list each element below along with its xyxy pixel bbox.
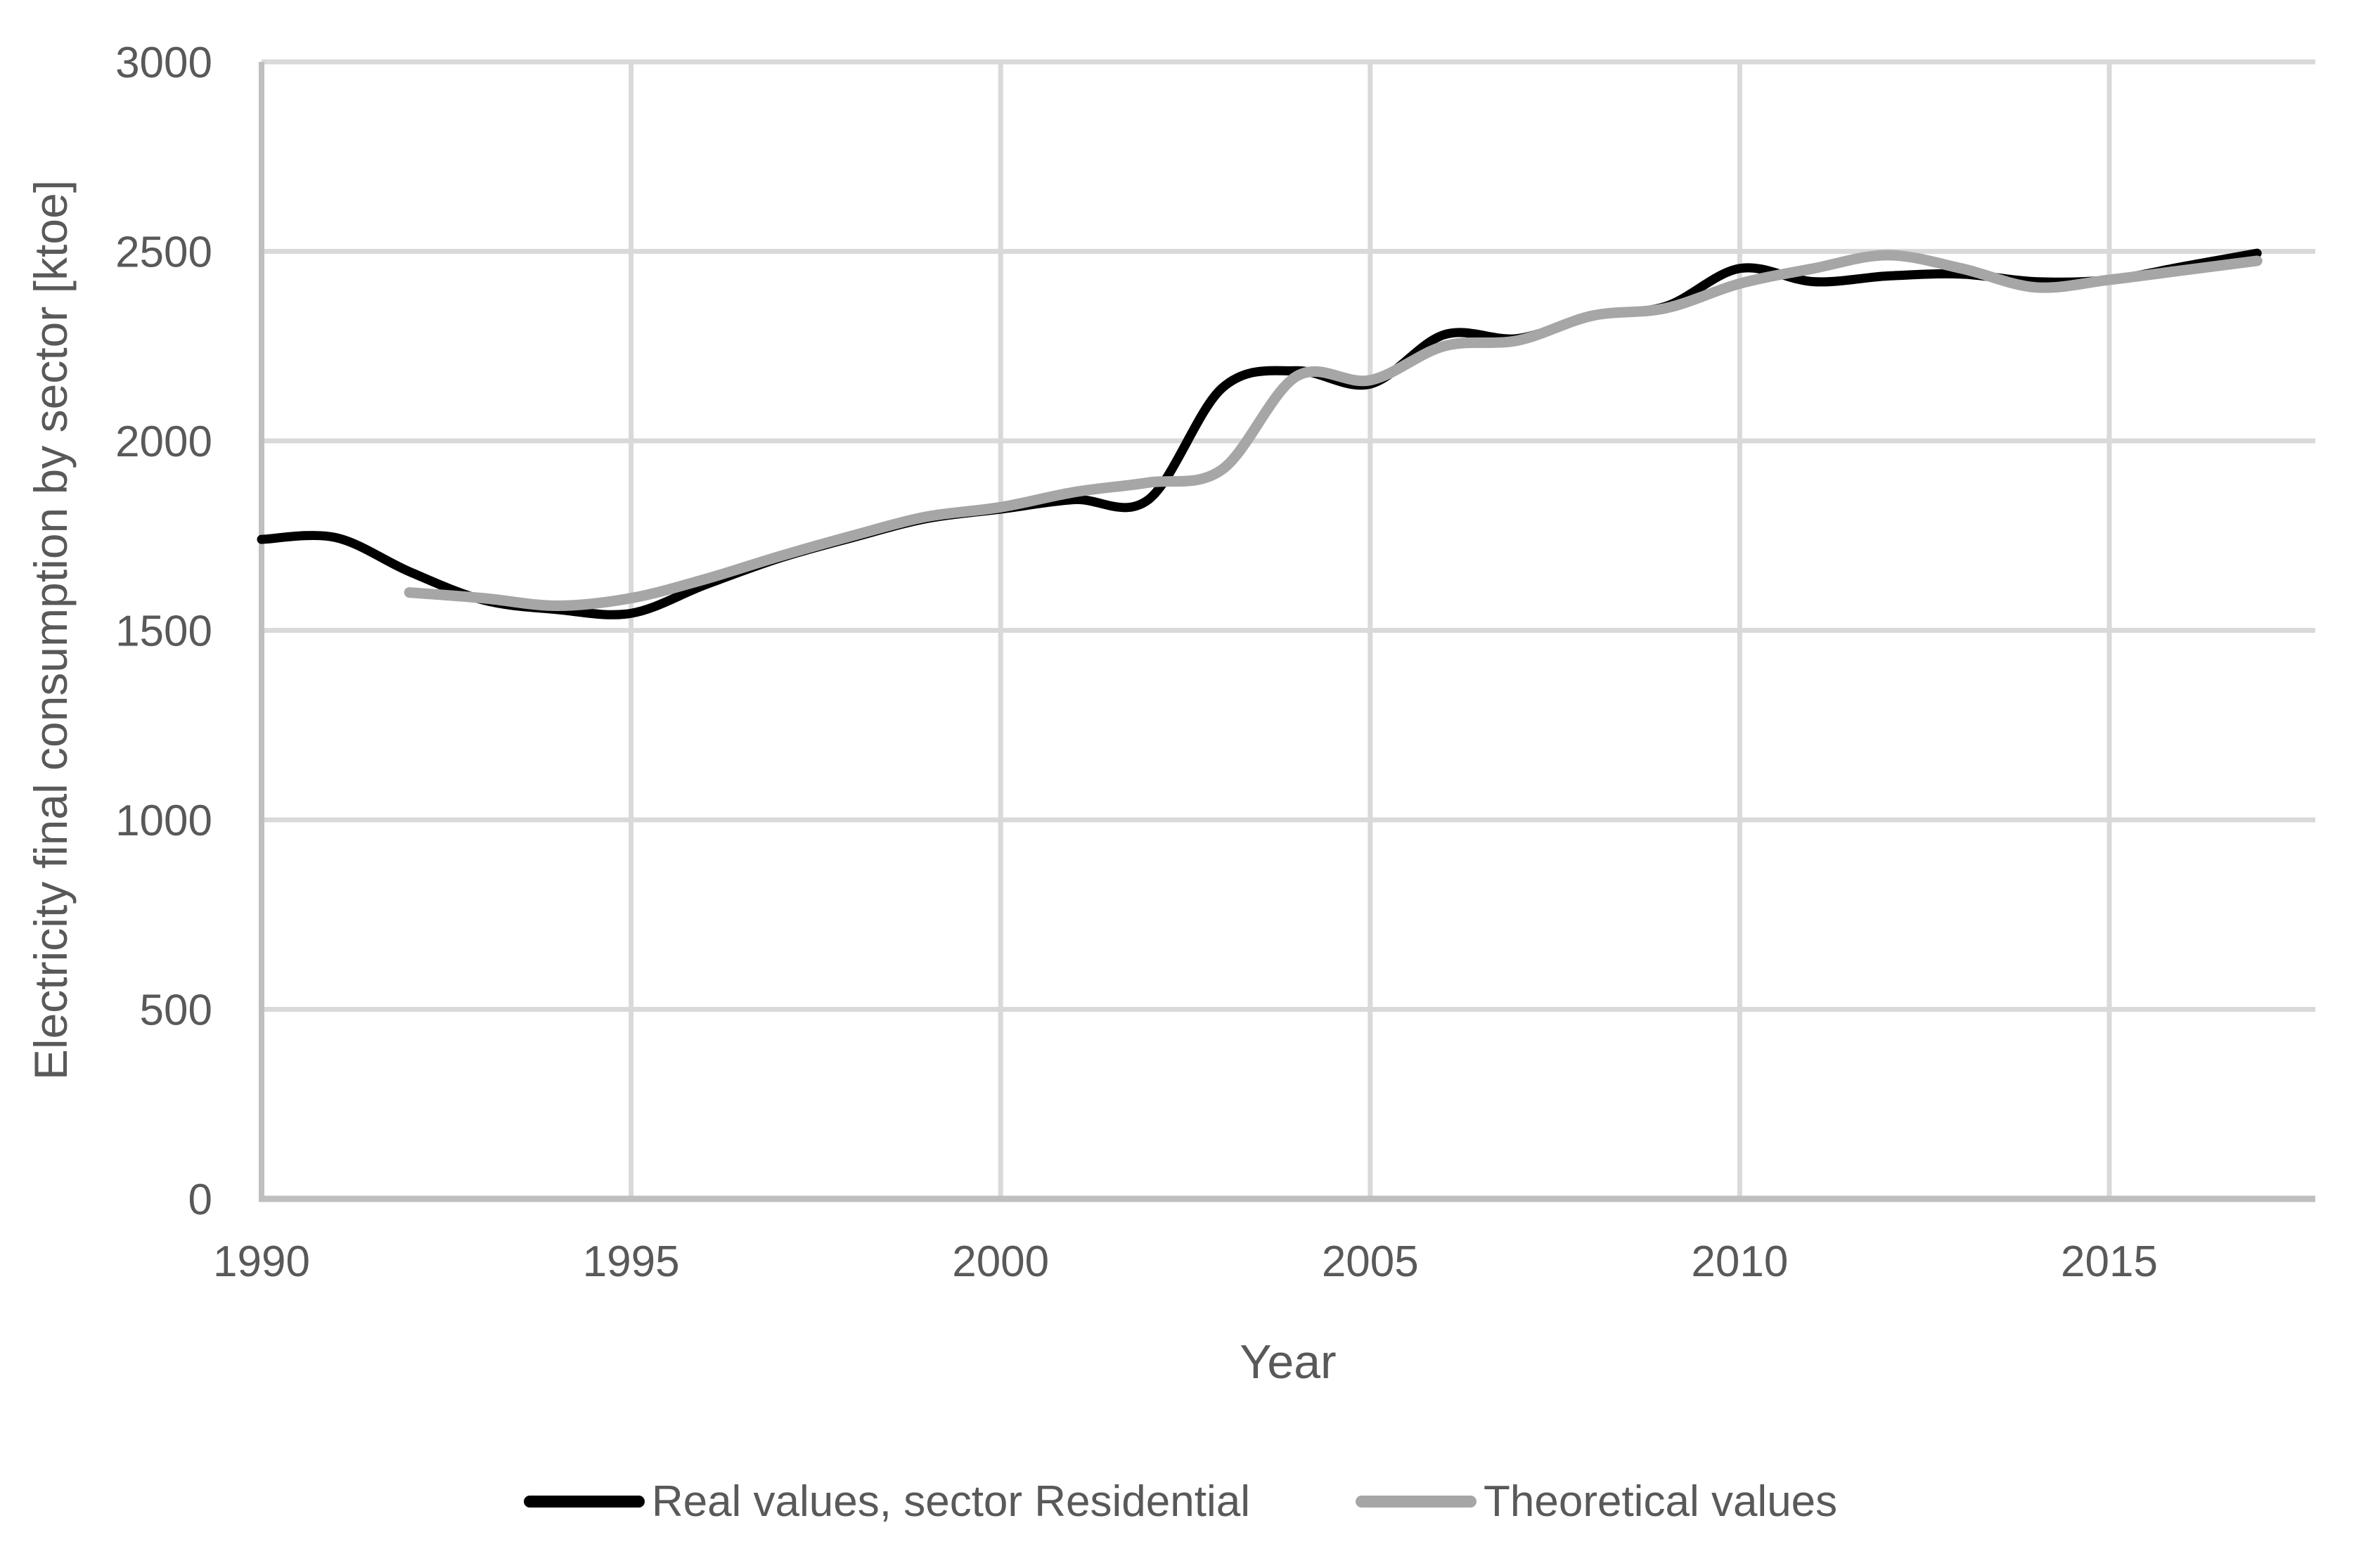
y-axis-title: Electricity final consumption by sector … bbox=[25, 179, 77, 1081]
x-tick-label: 2015 bbox=[2061, 1238, 2158, 1286]
x-tick-label: 1995 bbox=[583, 1238, 680, 1286]
y-tick-label: 500 bbox=[140, 987, 212, 1035]
legend: Real values, sector Residential Theoreti… bbox=[0, 1477, 2361, 1527]
legend-swatch-theoretical-values-icon bbox=[1356, 1496, 1477, 1508]
x-tick-label: 1990 bbox=[213, 1238, 310, 1286]
legend-item-real-values: Real values, sector Residential bbox=[523, 1477, 1251, 1527]
legend-label-real-values: Real values, sector Residential bbox=[651, 1477, 1251, 1526]
y-tick-label: 3000 bbox=[115, 39, 212, 87]
y-tick-label: 2500 bbox=[115, 229, 212, 277]
y-tick-label: 2000 bbox=[115, 418, 212, 466]
x-tick-label: 2010 bbox=[1691, 1238, 1788, 1286]
x-axis-title: Year bbox=[1240, 1335, 1337, 1389]
x-tick-label: 2000 bbox=[952, 1238, 1049, 1286]
series-line-real-values bbox=[257, 248, 2262, 619]
y-tick-label: 0 bbox=[188, 1176, 212, 1224]
y-tick-label: 1500 bbox=[115, 608, 212, 656]
series-line-theoretical-values bbox=[404, 250, 2263, 611]
legend-label-theoretical-values: Theoretical values bbox=[1484, 1477, 1838, 1526]
legend-swatch-real-values-icon bbox=[523, 1496, 645, 1508]
y-tick-label: 1000 bbox=[115, 797, 212, 845]
x-tick-label: 2005 bbox=[1322, 1238, 1419, 1286]
legend-item-theoretical-values: Theoretical values bbox=[1356, 1477, 1837, 1527]
